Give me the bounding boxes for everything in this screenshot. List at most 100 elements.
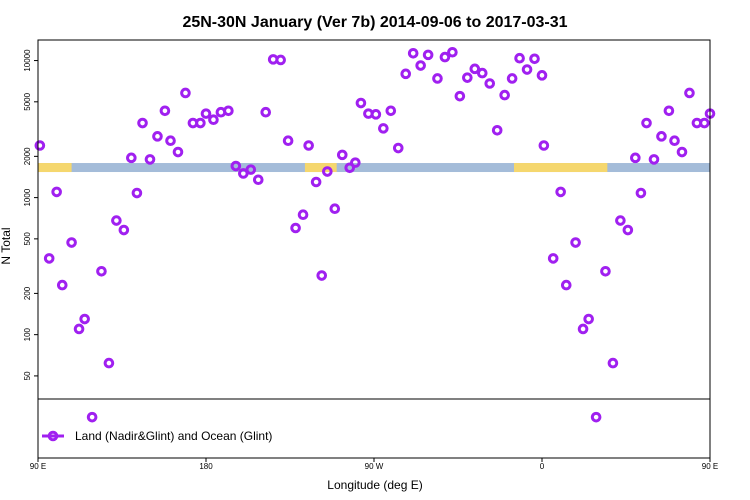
data-point [400,68,412,80]
x-tick-label: 90 E [702,462,718,471]
data-point [514,52,525,64]
data-point [699,117,710,129]
data-point [630,152,641,164]
data-point [152,131,163,142]
data-points [34,46,716,423]
data-point [656,131,667,142]
data-point [641,117,652,129]
land-band-segment [38,163,72,173]
data-point [484,78,496,89]
data-point [144,154,156,165]
data-point [462,72,473,83]
data-point [590,411,602,423]
data-point [350,157,361,168]
data-point [137,117,148,129]
data-point [200,108,212,119]
y-tick-label: 500 [23,232,32,246]
data-point [600,265,611,277]
land-band-segment [514,163,608,173]
x-tick-label: 90 E [30,462,46,471]
data-point [622,224,634,236]
data-point [439,51,451,63]
data-point [238,168,249,179]
data-point [447,46,458,58]
data-point [560,279,572,291]
data-point [51,186,62,198]
data-point [34,140,46,151]
y-tick-label: 5000 [23,92,32,110]
data-point [180,87,191,99]
data-point [245,164,257,175]
data-point [432,73,443,84]
data-point [344,162,356,174]
data-point [684,87,695,99]
data-point [536,70,548,81]
data-point [615,215,626,226]
y-axis: 50 100 200 500 1000 2000 5000 10000 [23,49,38,380]
data-point [79,313,90,325]
data-point [529,53,540,65]
ocean-band [38,163,710,173]
data-point [159,105,171,117]
data-point [676,146,688,158]
data-point [491,124,503,136]
data-point [422,49,434,61]
data-point [577,323,589,335]
data-point [336,149,348,161]
data-point [131,187,143,199]
data-point [195,117,206,129]
x-tick-label: 90 W [365,462,384,471]
y-tick-label: 100 [23,327,32,341]
data-point [663,105,675,117]
data-point [66,237,77,248]
data-point [290,222,301,234]
data-point [111,215,122,226]
data-point [165,135,176,147]
data-point [521,64,533,75]
x-axis-label: Longitude (deg E) [327,478,422,492]
data-point [370,109,382,120]
y-tick-label: 2000 [23,147,32,165]
data-point [303,140,314,151]
land-band-segment [304,163,337,173]
legend-label: Land (Nadir&Glint) and Ocean (Glint) [75,429,272,443]
data-point [555,186,566,198]
data-point [607,357,619,369]
data-point [126,152,137,164]
y-tick-label: 1000 [23,188,32,206]
data-point [635,187,647,199]
data-point [96,265,107,277]
data-point [648,154,660,165]
data-point [669,135,680,147]
y-tick-label: 10000 [23,49,32,72]
x-axis: 90 E 180 90 W 0 90 E [30,458,718,471]
data-point [538,140,550,151]
data-point [56,279,68,291]
y-axis-label: N Total [0,227,13,264]
plot-frame [37,39,711,459]
data-point [454,90,466,102]
data-point [230,160,242,172]
data-point [86,411,98,423]
data-point [407,47,419,59]
y-tick-label: 200 [23,286,32,300]
data-point [570,237,581,248]
data-point [275,54,286,66]
data-point [316,270,328,281]
landmask-band [38,163,710,173]
legend-marker [47,430,59,442]
data-point [310,176,322,188]
data-point [118,224,130,236]
y-tick-label: 50 [23,371,32,380]
data-point [385,105,397,117]
data-point [103,357,115,369]
data-point [506,73,518,84]
data-point [322,166,333,177]
data-point [547,253,559,264]
data-point [392,142,404,154]
data-point [260,106,272,118]
data-point [355,97,367,109]
data-point [208,114,219,126]
data-point [223,105,234,117]
